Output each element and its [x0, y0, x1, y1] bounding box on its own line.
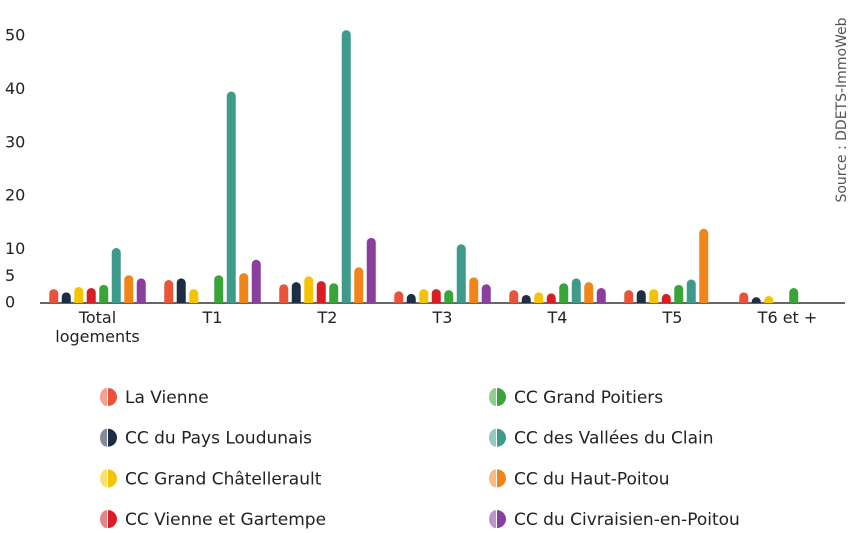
- bar: [419, 289, 429, 303]
- x-tick-label: T5: [662, 308, 683, 327]
- bar: [764, 296, 774, 303]
- legend-marker: [497, 428, 506, 447]
- bar: [584, 282, 594, 303]
- bar: [546, 293, 556, 303]
- bar: [136, 278, 146, 303]
- legend-marker: [108, 428, 117, 447]
- legend-label: CC du Civraisien-en-Poitou: [514, 510, 740, 530]
- bar: [699, 228, 709, 303]
- bar: [456, 244, 466, 303]
- legend-marker: [489, 510, 496, 529]
- bar: [164, 280, 174, 303]
- legend-marker: [100, 469, 107, 488]
- bar: [481, 284, 491, 303]
- legend-label: CC des Vallées du Clain: [514, 429, 713, 449]
- legend-label: CC Grand Châtellerault: [125, 469, 322, 489]
- bar: [751, 297, 761, 303]
- y-tick-label: 20: [5, 186, 25, 205]
- bar: [509, 290, 519, 303]
- bar: [189, 289, 199, 303]
- bar: [226, 91, 236, 303]
- y-tick-label: 50: [5, 26, 25, 45]
- x-tick-label: T1: [202, 308, 223, 327]
- bar: [124, 275, 134, 303]
- legend-marker: [497, 510, 506, 529]
- bar: [559, 283, 569, 303]
- legend-marker: [489, 469, 496, 488]
- bar: [624, 290, 634, 303]
- y-tick-label: 40: [5, 79, 25, 98]
- bar: [596, 288, 606, 303]
- x-tick-label: T2: [317, 308, 338, 327]
- bar: [394, 291, 404, 303]
- legend-label: CC Vienne et Gartempe: [125, 510, 326, 530]
- bar: [176, 278, 186, 303]
- bar: [49, 289, 59, 303]
- legend-marker: [489, 428, 496, 447]
- bar: [86, 288, 96, 303]
- legend-marker: [100, 428, 107, 447]
- y-tick-label: 30: [5, 132, 25, 151]
- legend-marker: [489, 388, 496, 406]
- bar: [521, 294, 531, 303]
- bar: [316, 281, 326, 303]
- x-tick-label: Total logements: [55, 308, 140, 346]
- bar: [74, 286, 84, 303]
- legend-marker: [100, 388, 107, 406]
- legend-marker: [108, 388, 117, 406]
- bar: [291, 282, 301, 303]
- legend-marker: [108, 510, 117, 529]
- x-tick-label: T6 et +: [757, 308, 818, 327]
- bar: [571, 278, 581, 303]
- bar: [534, 292, 544, 303]
- bar: [636, 290, 646, 303]
- bar: [674, 284, 684, 303]
- x-tick-label: T4: [547, 308, 568, 327]
- bar: [739, 292, 749, 303]
- y-tick-label: 0: [5, 293, 15, 312]
- bar: [214, 275, 224, 303]
- bar: [111, 247, 121, 303]
- bar: [304, 276, 314, 303]
- legend-label: La Vienne: [125, 388, 209, 408]
- source: Source : DDETS-ImmoWeb: [834, 17, 850, 202]
- legend-label: CC Grand Poitiers: [514, 388, 663, 408]
- bar: [279, 284, 289, 303]
- bar: [686, 279, 696, 303]
- legend-marker: [108, 469, 117, 488]
- bar: [366, 237, 376, 303]
- x-tick-label: T3: [432, 308, 453, 327]
- bar: [661, 293, 671, 303]
- legend-marker: [497, 469, 506, 488]
- bar: [329, 283, 339, 303]
- bar: [341, 30, 351, 303]
- bar: [789, 288, 799, 303]
- legend-label: CC du Pays Loudunais: [125, 429, 312, 449]
- bar: [251, 259, 261, 303]
- bar: [649, 289, 659, 303]
- bar: [61, 292, 71, 303]
- bar: [431, 289, 441, 303]
- bar: [99, 284, 109, 303]
- bar: [239, 273, 249, 303]
- bar: [406, 293, 416, 303]
- legend-label: CC du Haut-Poitou: [514, 469, 670, 489]
- y-tick-label: 10: [5, 239, 25, 258]
- legend-marker: [100, 510, 107, 529]
- legend-marker: [497, 388, 506, 406]
- bar: [444, 290, 454, 303]
- bar: [469, 277, 479, 303]
- y-tick-label: 5: [5, 266, 15, 285]
- bar: [354, 267, 364, 303]
